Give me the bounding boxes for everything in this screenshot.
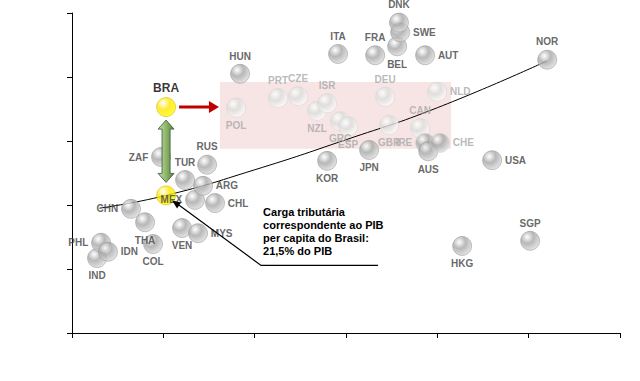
svg-text:IRE: IRE [396, 137, 413, 148]
svg-text:CHL: CHL [228, 198, 249, 209]
svg-text:per capita do Brasil:: per capita do Brasil: [263, 232, 369, 244]
svg-text:THA: THA [135, 235, 156, 246]
svg-text:Carga tributária: Carga tributária [263, 206, 346, 218]
svg-text:21,5% do PIB: 21,5% do PIB [263, 245, 332, 257]
svg-text:CZE: CZE [288, 73, 308, 84]
svg-text:HKG: HKG [451, 258, 473, 269]
svg-text:IDN: IDN [121, 246, 138, 257]
svg-text:CHE: CHE [453, 137, 474, 148]
svg-text:DNK: DNK [388, 0, 410, 10]
svg-text:RUS: RUS [197, 141, 218, 152]
svg-text:NLD: NLD [450, 86, 471, 97]
svg-text:FRA: FRA [365, 32, 386, 43]
svg-text:TUR: TUR [175, 157, 196, 168]
svg-text:VEN: VEN [172, 240, 193, 251]
svg-text:CAN: CAN [409, 105, 431, 116]
svg-text:correspondente ao PIB: correspondente ao PIB [263, 219, 383, 231]
svg-text:BRA: BRA [153, 81, 179, 95]
svg-text:CHN: CHN [97, 203, 119, 214]
svg-text:PHL: PHL [68, 237, 88, 248]
svg-text:ITA: ITA [330, 31, 345, 42]
svg-text:USA: USA [505, 155, 526, 166]
svg-text:GBR: GBR [378, 137, 401, 149]
svg-text:BEL: BEL [387, 59, 407, 70]
svg-text:PRT: PRT [268, 75, 288, 86]
svg-text:AUS: AUS [418, 164, 439, 175]
svg-text:MEX: MEX [160, 194, 183, 206]
svg-text:MYS: MYS [210, 227, 233, 239]
svg-text:ESP: ESP [338, 139, 358, 150]
svg-text:SWE: SWE [413, 27, 436, 38]
svg-text:AUT: AUT [438, 50, 459, 61]
svg-text:HUN: HUN [229, 51, 251, 62]
svg-text:ISR: ISR [319, 80, 336, 91]
svg-text:ZAF: ZAF [129, 152, 148, 163]
svg-text:NZL: NZL [307, 123, 326, 134]
svg-text:KOR: KOR [316, 173, 339, 184]
svg-text:SGP: SGP [520, 218, 541, 229]
svg-text:IND: IND [88, 270, 105, 281]
svg-text:NOR: NOR [536, 36, 559, 47]
svg-text:JPN: JPN [359, 162, 378, 173]
svg-text:POL: POL [226, 120, 247, 131]
svg-text:COL: COL [142, 256, 163, 267]
svg-text:ARG: ARG [216, 180, 238, 191]
svg-text:DEU: DEU [375, 74, 396, 85]
